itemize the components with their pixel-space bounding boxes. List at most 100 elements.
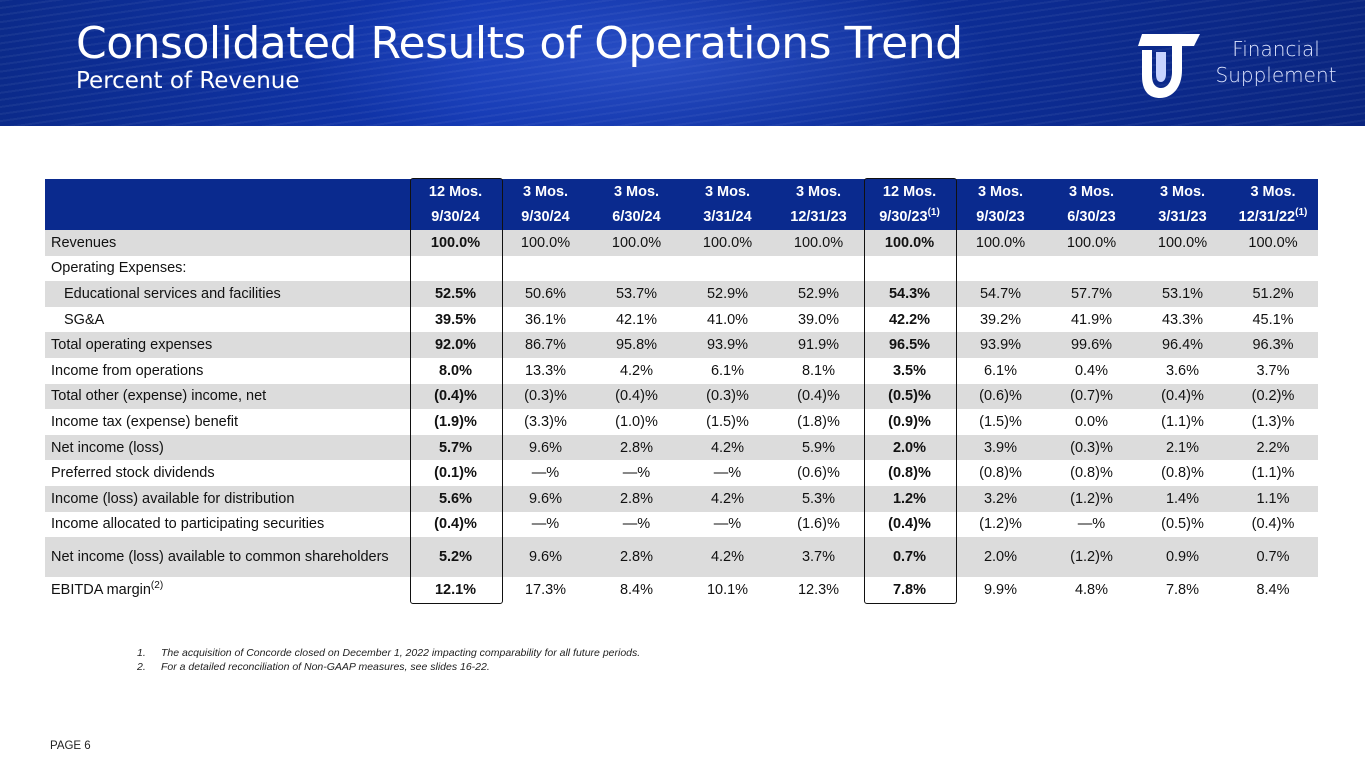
column-date: 9/30/24 [411, 204, 500, 230]
table-cell: (0.4)% [591, 383, 682, 410]
table-cell: 3.5% [864, 357, 955, 384]
table-cell: 96.5% [864, 332, 955, 358]
table-cell: 2.0% [864, 434, 955, 461]
table-row: Net income (loss) 5.7% 9.6% 2.8% 4.2% 5.9% 2.0… [45, 434, 1318, 461]
table-cell: 0.7% [1228, 537, 1318, 578]
table-cell: (0.8)% [864, 460, 955, 486]
table-cell: 100.0% [773, 230, 864, 256]
column-date-text: 6/30/23 [1067, 209, 1116, 225]
table-cell: (0.3)% [682, 383, 773, 410]
table-cell: (0.4)% [411, 511, 500, 538]
table-cell: (1.5)% [955, 409, 1046, 435]
row-label: Income allocated to participating securi… [45, 511, 411, 538]
table-cell: 6.1% [682, 357, 773, 384]
table-cell: 100.0% [955, 230, 1046, 256]
row-label-text: SG&A [64, 311, 105, 328]
column-date-text: 9/30/23 [976, 209, 1025, 225]
table-cell: (0.6)% [955, 383, 1046, 410]
row-label-text: Income allocated to participating securi… [51, 516, 325, 533]
header-banner: Consolidated Results of Operations Trend… [0, 0, 1365, 126]
footnote-number: 1. [137, 647, 146, 659]
header-blank [45, 179, 411, 230]
column-period: 3 Mos. [1228, 179, 1318, 204]
row-label: Net income (loss) [45, 434, 411, 461]
footnote-ref: (1) [1295, 207, 1308, 219]
table-cell: 8.4% [1228, 577, 1318, 603]
table-cell: (1.2)% [955, 511, 1046, 538]
supplement-line-1: Financial [1232, 37, 1320, 61]
table-cell: 39.0% [773, 306, 864, 333]
table-cell: 5.2% [411, 537, 500, 578]
table-cell: 52.5% [411, 281, 500, 307]
table-cell: 3.6% [1137, 357, 1228, 384]
table-cell: 100.0% [1228, 230, 1318, 256]
table-cell: (0.8)% [955, 460, 1046, 486]
table-row: Preferred stock dividends (0.1)% —% —% —% (0.… [45, 460, 1318, 486]
row-label: Total other (expense) income, net [45, 383, 411, 410]
table-row: Income allocated to participating securi… [45, 511, 1318, 538]
table-cell: 39.5% [411, 306, 500, 333]
table-cell: 41.0% [682, 306, 773, 333]
table-cell: 93.9% [682, 332, 773, 358]
table-cell: 3.7% [773, 537, 864, 578]
table-cell: 3.9% [955, 434, 1046, 461]
table-row: Operating Expenses: [45, 255, 1318, 282]
table-cell: 0.7% [864, 537, 955, 578]
column-period: 3 Mos. [773, 179, 864, 204]
table-cell: (0.4)% [773, 383, 864, 410]
column-period: 12 Mos. [411, 179, 500, 204]
table-cell: 96.3% [1228, 332, 1318, 358]
table-cell: 100.0% [864, 230, 955, 256]
table-body: Revenues 100.0% 100.0% 100.0% 100.0% 100.0% 10… [45, 230, 1318, 603]
company-logo-icon [1138, 34, 1200, 98]
row-label: Income (loss) available for distribution [45, 485, 411, 512]
table-row: EBITDA margin(2) 12.1% 17.3% 8.4% 10.1% 12.3%… [45, 577, 1318, 603]
column-period: 3 Mos. [591, 179, 682, 204]
row-label: Preferred stock dividends [45, 460, 411, 486]
table-cell: —% [500, 460, 591, 486]
table-cell: 2.1% [1137, 434, 1228, 461]
table-cell: 41.9% [1046, 306, 1137, 333]
column-date-text: 9/30/23 [879, 209, 928, 225]
table-cell: 95.8% [591, 332, 682, 358]
table-cell: (1.0)% [591, 409, 682, 435]
table-cell: 4.2% [682, 434, 773, 461]
table-cell: 17.3% [500, 577, 591, 603]
row-label-text: Total other (expense) income, net [51, 388, 267, 405]
table-cell: 52.9% [773, 281, 864, 307]
table-cell [1228, 255, 1318, 282]
footnote-1: 1. The acquisition of Concorde closed on … [137, 646, 640, 660]
footnote-2: 2. For a detailed reconciliation of Non-G… [137, 660, 640, 674]
column-date: 12/31/22(1) [1228, 204, 1318, 230]
row-label-text: Operating Expenses: [51, 260, 187, 277]
column-period: 3 Mos. [1137, 179, 1228, 204]
table-cell: 1.1% [1228, 485, 1318, 512]
table-cell [591, 255, 682, 282]
row-label: Income tax (expense) benefit [45, 409, 411, 435]
table-row: SG&A 39.5% 36.1% 42.1% 41.0% 39.0% 42.2% 39.2% 4… [45, 306, 1318, 333]
table-cell: 100.0% [682, 230, 773, 256]
table-cell: (1.2)% [1046, 485, 1137, 512]
table-cell: 3.2% [955, 485, 1046, 512]
table-cell: (1.2)% [1046, 537, 1137, 578]
table-cell: (0.3)% [1046, 434, 1137, 461]
table-cell: 12.3% [773, 577, 864, 603]
table-cell: (0.8)% [1137, 460, 1228, 486]
table-cell: 9.9% [955, 577, 1046, 603]
table-cell: (0.4)% [1228, 511, 1318, 538]
column-date-text: 6/30/24 [612, 209, 661, 225]
table-cell [500, 255, 591, 282]
table-cell: 4.2% [682, 537, 773, 578]
table-cell: 50.6% [500, 281, 591, 307]
table-cell: 57.7% [1046, 281, 1137, 307]
page-number: PAGE 6 [50, 740, 91, 752]
table-cell: (0.8)% [1046, 460, 1137, 486]
financial-supplement-label: Financial Supplement [1212, 36, 1340, 88]
column-date-text: 9/30/24 [521, 209, 570, 225]
row-label: Income from operations [45, 357, 411, 384]
column-period: 3 Mos. [682, 179, 773, 204]
table-row: Income tax (expense) benefit (1.9)% (3.3)%… [45, 409, 1318, 435]
table-cell: (0.4)% [411, 383, 500, 410]
table-cell: —% [591, 460, 682, 486]
column-date: 9/30/23(1) [864, 204, 955, 230]
